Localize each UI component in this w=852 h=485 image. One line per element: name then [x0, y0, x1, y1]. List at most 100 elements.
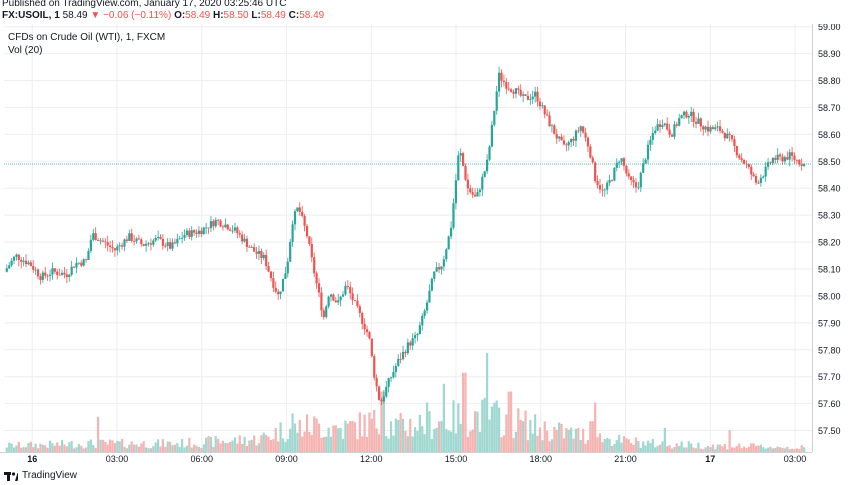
volume-bar [788, 449, 791, 452]
candle-body [706, 126, 710, 132]
volume-bar [428, 411, 431, 452]
candle-body [140, 239, 143, 245]
candle-body [190, 230, 193, 237]
volume-bar [332, 425, 335, 452]
volume-bar [255, 445, 258, 452]
price-chart-svg[interactable]: 58.4900:15 59.0058.9058.8058.7058.6058.5… [0, 22, 852, 464]
candle-body [565, 144, 568, 146]
candle-body [149, 243, 153, 245]
candle-body [303, 215, 306, 226]
volume-bar [750, 443, 753, 452]
price-tick-label: 57.60 [818, 399, 841, 409]
candle-body [317, 283, 321, 293]
volume-bar [802, 447, 806, 452]
candle-body [651, 133, 654, 140]
volume-bar [205, 437, 208, 452]
candle-body [473, 194, 477, 197]
candle-body [77, 262, 80, 264]
volume-bar [380, 391, 383, 452]
chart-area[interactable]: 58.4900:15 59.0058.9058.8058.7058.6058.5… [0, 22, 852, 464]
candle-body [236, 227, 239, 234]
candle-body [382, 396, 385, 402]
volume-bar [632, 445, 635, 452]
candle-body [399, 358, 402, 360]
price-tick-label: 57.80 [818, 345, 841, 355]
volume-bar [226, 443, 229, 452]
candle-body [406, 342, 409, 354]
volume-bar [411, 436, 414, 452]
candle-body [572, 138, 575, 141]
candle-body [510, 89, 513, 92]
volume-bar [473, 411, 477, 452]
volume-bar [44, 445, 47, 452]
volume-bar [543, 421, 546, 452]
candle-body [101, 240, 104, 242]
volume-bar [608, 439, 611, 452]
volume-bar [418, 414, 421, 452]
candle-body [610, 180, 614, 181]
candle-body [147, 243, 150, 245]
candle-body [8, 265, 11, 269]
legend-volume: Vol (20) [8, 45, 43, 56]
candle-body [594, 162, 597, 182]
candle-body [543, 105, 546, 115]
candle-body [555, 134, 558, 139]
volume-bar [217, 438, 220, 452]
candle-body [718, 126, 722, 131]
volume-bar [454, 433, 457, 452]
volume-bar [445, 429, 448, 452]
candle-body [152, 240, 155, 245]
volume-bar [377, 434, 381, 452]
price-tick-label: 58.80 [818, 76, 841, 86]
volume-bar [498, 407, 501, 452]
volume-bar [706, 446, 710, 452]
volume-bar [145, 447, 148, 452]
volume-bar [709, 447, 712, 452]
candle-body [673, 124, 676, 137]
volume-bar [193, 444, 196, 452]
candle-body [517, 88, 520, 90]
volume-bar [752, 443, 755, 452]
volume-bar [651, 438, 654, 452]
candle-body [788, 152, 791, 160]
candle-body [214, 219, 217, 227]
candle-body [332, 294, 335, 301]
volume-bar [406, 436, 409, 452]
volume-bar [253, 435, 256, 452]
candle-body [176, 238, 179, 244]
candle-body [34, 269, 37, 271]
last-price: 58.49 [62, 10, 88, 21]
volume-bar [466, 437, 469, 452]
volume-bar [27, 442, 30, 452]
volume-bar [214, 436, 217, 452]
candle-body [615, 162, 618, 168]
volume-bar [728, 430, 731, 452]
candle-body [178, 238, 181, 240]
volume-bar [399, 413, 402, 452]
volume-bar [111, 440, 114, 452]
volume-bar [714, 449, 717, 452]
volume-bar [526, 440, 530, 452]
volume-bar [502, 435, 506, 452]
candle-body [457, 155, 460, 181]
volume-bar [53, 445, 56, 452]
volume-bar [699, 448, 702, 452]
volume-bar [594, 402, 597, 452]
candle-body [195, 232, 198, 234]
candle-body [437, 267, 441, 270]
candle-body [248, 246, 251, 248]
volume-bar [269, 439, 273, 452]
volume-bar [538, 427, 542, 452]
volume-bar [541, 440, 544, 452]
volume-bar [370, 418, 373, 452]
candle-body [361, 312, 364, 324]
volume-bar [267, 436, 270, 452]
tradingview-logo[interactable]: TradingView [4, 470, 77, 481]
volume-bar [425, 402, 429, 452]
volume-bar [207, 436, 210, 452]
candle-body [65, 274, 68, 278]
candle-body [308, 236, 311, 245]
volume-bar [185, 445, 189, 452]
candle-body [550, 125, 554, 127]
candle-body [505, 81, 508, 89]
